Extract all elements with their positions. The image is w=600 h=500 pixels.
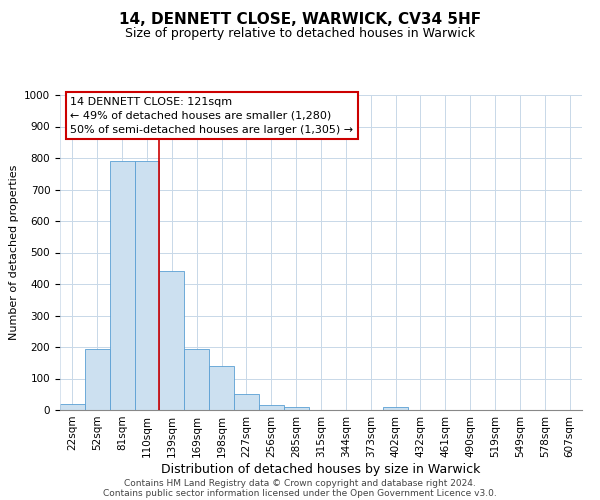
Text: Contains public sector information licensed under the Open Government Licence v3: Contains public sector information licen… — [103, 488, 497, 498]
Bar — [284, 407, 308, 410]
Bar — [134, 161, 160, 410]
Bar — [60, 404, 85, 410]
Bar — [85, 348, 110, 410]
Text: Size of property relative to detached houses in Warwick: Size of property relative to detached ho… — [125, 28, 475, 40]
Bar — [383, 407, 408, 410]
Text: Contains HM Land Registry data © Crown copyright and database right 2024.: Contains HM Land Registry data © Crown c… — [124, 478, 476, 488]
Bar — [110, 161, 134, 410]
X-axis label: Distribution of detached houses by size in Warwick: Distribution of detached houses by size … — [161, 462, 481, 475]
Bar — [234, 394, 259, 410]
Y-axis label: Number of detached properties: Number of detached properties — [8, 165, 19, 340]
Text: 14, DENNETT CLOSE, WARWICK, CV34 5HF: 14, DENNETT CLOSE, WARWICK, CV34 5HF — [119, 12, 481, 28]
Bar — [160, 272, 184, 410]
Bar — [259, 406, 284, 410]
Bar — [209, 366, 234, 410]
Bar — [184, 348, 209, 410]
Text: 14 DENNETT CLOSE: 121sqm
← 49% of detached houses are smaller (1,280)
50% of sem: 14 DENNETT CLOSE: 121sqm ← 49% of detach… — [70, 96, 353, 134]
